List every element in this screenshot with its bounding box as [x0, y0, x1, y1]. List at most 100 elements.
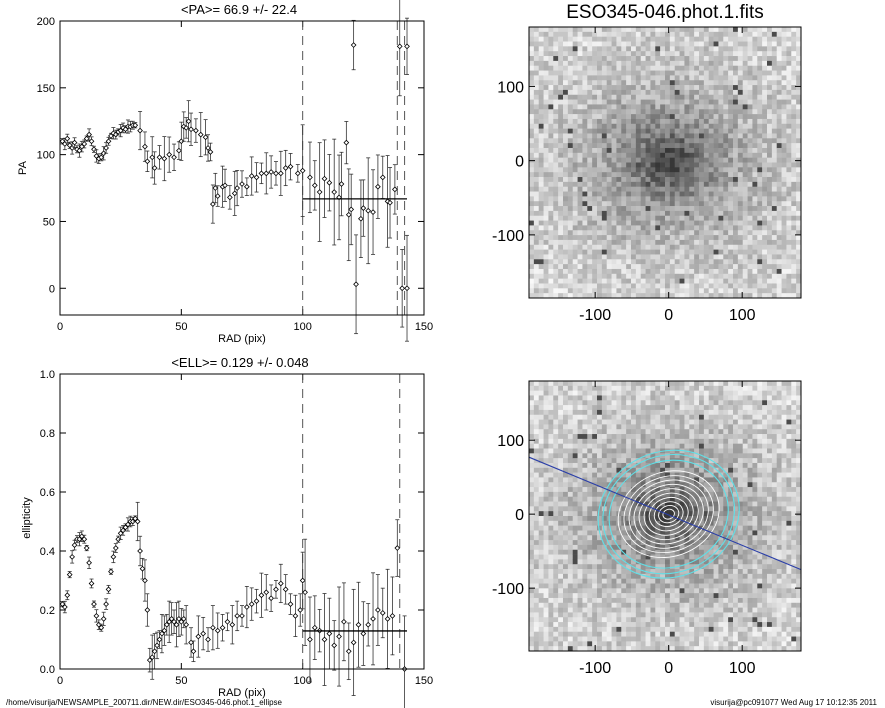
image-pixel	[752, 259, 758, 265]
image-pixel	[582, 602, 588, 608]
image-pixel	[718, 123, 724, 129]
image-pixel	[572, 390, 578, 396]
image-pixel	[723, 51, 729, 57]
image-pixel	[582, 419, 588, 425]
image-pixel	[543, 268, 549, 275]
image-pixel	[587, 530, 593, 536]
image-pixel	[616, 167, 622, 173]
image-pixel	[767, 46, 773, 52]
image-pixel	[601, 167, 608, 173]
image-pixel	[694, 172, 700, 178]
image-pixel	[699, 162, 705, 168]
image-pixel	[597, 491, 603, 498]
image-pixel	[582, 186, 588, 192]
image-pixel	[771, 114, 778, 120]
image-pixel	[558, 458, 564, 464]
image-pixel	[635, 181, 642, 187]
image-pixel	[723, 244, 729, 250]
image-pixel	[689, 123, 695, 129]
image-pixel	[606, 491, 612, 498]
data-point	[132, 515, 139, 522]
image-pixel	[606, 94, 612, 100]
image-pixel	[767, 244, 773, 250]
image-pixel	[553, 381, 559, 387]
image-pixel	[728, 210, 734, 217]
image-pixel	[767, 259, 773, 265]
image-pixel	[582, 273, 588, 279]
image-pixel	[689, 133, 695, 139]
image-pixel	[621, 152, 627, 158]
image-pixel	[708, 172, 714, 178]
image-pixel	[655, 152, 661, 158]
image-pixel	[529, 395, 535, 401]
image-pixel	[703, 128, 710, 134]
image-pixel	[674, 196, 680, 202]
y-tick-label: 0	[515, 154, 524, 171]
image-pixel	[655, 196, 661, 202]
image-pixel	[733, 133, 739, 139]
image-pixel	[558, 186, 564, 192]
image-pixel	[762, 36, 768, 42]
image-pixel	[597, 462, 603, 469]
image-pixel	[684, 167, 690, 173]
image-pixel	[606, 385, 612, 391]
image-pixel	[587, 128, 593, 134]
image-pixel	[669, 65, 676, 71]
image-title: ESO345-046.phot.1.fits	[566, 2, 764, 23]
image-pixel	[631, 259, 637, 265]
image-pixel	[572, 443, 578, 449]
image-pixel	[674, 41, 680, 47]
image-pixel	[621, 60, 627, 67]
image-pixel	[592, 477, 598, 483]
image-pixel	[592, 405, 598, 411]
image-pixel	[572, 400, 578, 406]
image-pixel	[597, 535, 603, 541]
image-pixel	[533, 520, 540, 526]
image-pixel	[689, 41, 695, 47]
image-pixel	[582, 395, 588, 401]
image-pixel	[577, 31, 583, 37]
image-pixel	[635, 162, 642, 168]
image-pixel	[708, 210, 714, 217]
image-pixel	[771, 152, 778, 158]
image-pixel	[553, 201, 559, 207]
image-pixel	[558, 395, 564, 401]
image-pixel	[558, 157, 564, 163]
data-point	[302, 589, 308, 596]
image-pixel	[582, 70, 588, 76]
image-pixel	[645, 56, 651, 62]
image-pixel	[548, 244, 554, 250]
image-pixel	[684, 70, 690, 76]
image-pixel	[621, 235, 627, 241]
image-pixel	[543, 283, 549, 289]
image-pixel	[694, 99, 700, 105]
image-pixel	[767, 143, 773, 149]
image-pixel	[601, 544, 608, 551]
image-pixel	[684, 288, 690, 294]
image-pixel	[572, 525, 578, 531]
data-point	[379, 610, 386, 616]
image-pixel	[597, 133, 603, 139]
image-pixel	[567, 118, 574, 125]
image-pixel	[582, 109, 588, 115]
image-pixel	[582, 516, 588, 522]
image-pixel	[723, 215, 729, 221]
image-pixel	[635, 244, 642, 250]
image-pixel	[558, 477, 564, 483]
image-pixel	[631, 220, 637, 226]
image-pixel	[703, 278, 710, 284]
image-pixel	[776, 225, 782, 231]
image-pixel	[771, 235, 778, 241]
image-pixel	[563, 578, 569, 584]
image-pixel	[737, 264, 744, 270]
image-pixel	[703, 104, 710, 110]
image-pixel	[567, 259, 574, 265]
image-pixel	[592, 157, 598, 163]
image-pixel	[563, 588, 569, 594]
ell-frame	[59, 373, 425, 670]
image-pixel	[660, 36, 666, 42]
image-pixel	[771, 181, 778, 187]
image-pixel	[601, 593, 608, 599]
data-point	[239, 181, 245, 187]
image-pixel	[606, 259, 612, 265]
